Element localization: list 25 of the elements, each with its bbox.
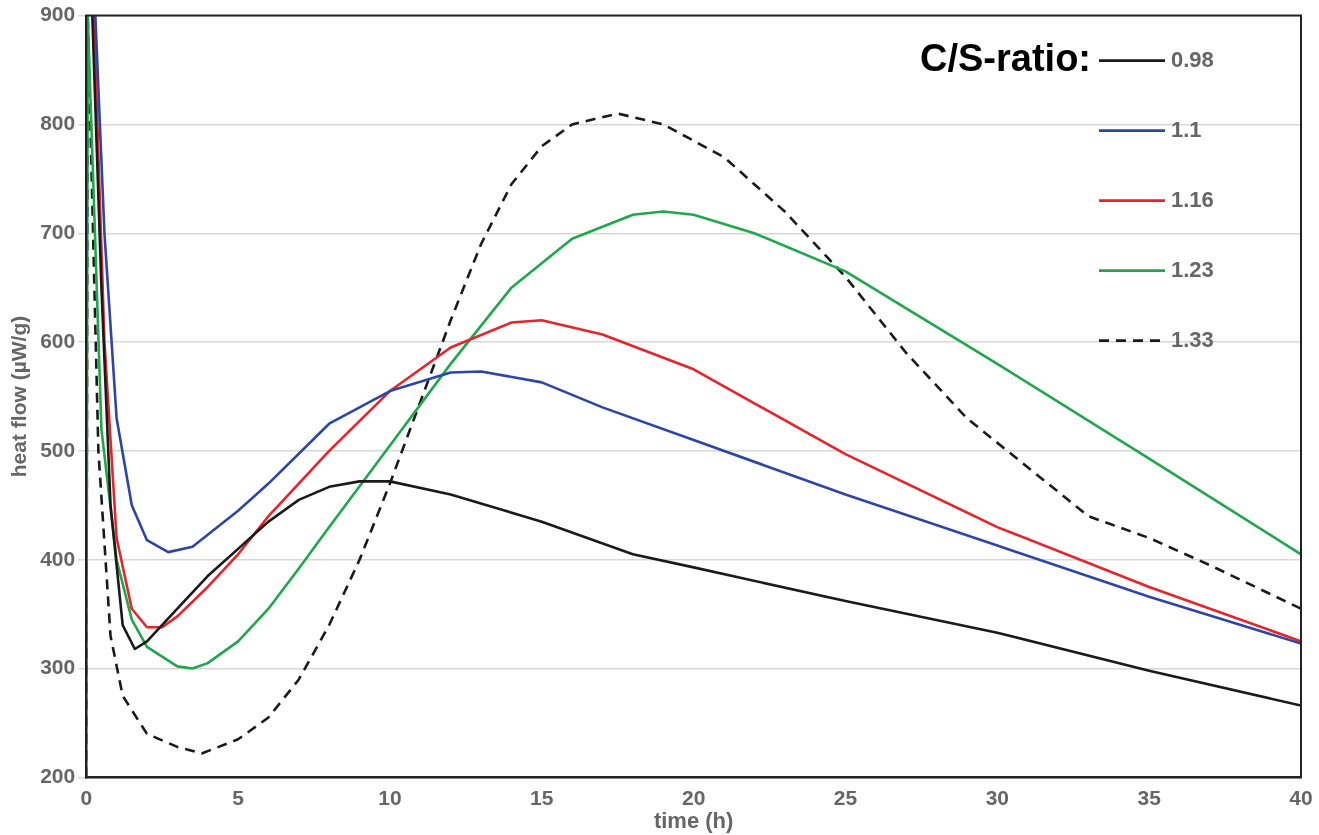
x-tick-label: 10	[378, 785, 402, 809]
x-tick-label: 20	[681, 785, 706, 809]
y-tick-label: 600	[40, 328, 76, 352]
x-tick-label: 40	[1289, 785, 1313, 809]
x-tick-label: 5	[232, 785, 245, 809]
legend-label: 1.33	[1171, 326, 1214, 352]
y-tick-label: 700	[40, 220, 76, 244]
x-tick-label: 25	[833, 785, 858, 809]
y-tick-label: 200	[40, 764, 76, 788]
y-tick-label: 800	[40, 111, 76, 135]
legend-label: 1.1	[1171, 116, 1202, 142]
y-tick-label: 400	[40, 546, 76, 570]
y-tick-label: 300	[40, 655, 76, 679]
y-axis-title: heat flow (µW/g)	[7, 315, 31, 478]
y-tick-label: 900	[40, 2, 76, 26]
legend-label: 1.16	[1171, 186, 1214, 212]
x-tick-label: 35	[1137, 785, 1162, 809]
x-tick-label: 0	[80, 785, 93, 809]
x-axis-title: time (h)	[653, 807, 734, 833]
y-tick-label: 500	[40, 437, 76, 461]
legend-label: 1.23	[1171, 256, 1214, 282]
x-tick-label: 15	[530, 785, 554, 809]
legend-label: 0.98	[1171, 46, 1214, 72]
legend-title: C/S-ratio:	[920, 37, 1091, 80]
x-tick-label: 30	[985, 785, 1009, 809]
